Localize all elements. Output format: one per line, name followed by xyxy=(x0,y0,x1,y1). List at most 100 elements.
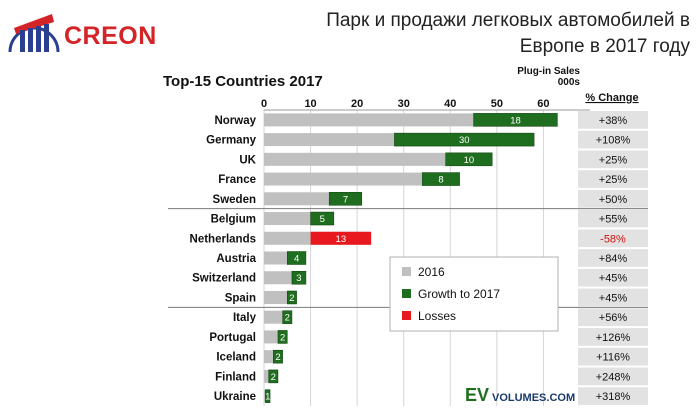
category-label: Iceland xyxy=(216,352,256,364)
bar-growth xyxy=(287,251,307,265)
category-label: Netherlands xyxy=(190,233,256,245)
pct-change-cell xyxy=(578,308,648,327)
bar-growth xyxy=(291,270,307,285)
pct-change-value: +45% xyxy=(599,273,628,285)
bar-growth xyxy=(268,369,279,384)
pct-change-value: +318% xyxy=(596,391,631,403)
pct-change-header: % Change xyxy=(585,92,638,104)
pct-change-cell xyxy=(578,189,648,208)
unit-label-line-1: Plug-in Sales xyxy=(517,66,580,77)
bar-growth-label: 3 xyxy=(296,273,301,284)
category-label: France xyxy=(218,174,256,186)
pct-change-cell xyxy=(578,111,648,129)
watermark-ev: EV xyxy=(465,385,489,405)
bar-2016 xyxy=(264,310,283,324)
bar-growth xyxy=(473,113,558,127)
pct-change-value: +56% xyxy=(599,312,628,324)
legend-box xyxy=(389,256,559,332)
headline-line-1: Парк и продажи легковых автомобилей в xyxy=(326,10,690,31)
legend-label: Losses xyxy=(418,309,456,323)
pct-change-value: +126% xyxy=(596,332,631,344)
pct-change-cell xyxy=(578,387,648,405)
pct-change-value: +25% xyxy=(599,174,628,186)
x-tick-label: 0 xyxy=(261,98,267,110)
bar-2016 xyxy=(264,290,288,304)
x-tick-label: 60 xyxy=(537,98,549,110)
x-tick-label: 10 xyxy=(304,98,316,110)
bar-growth-label: 8 xyxy=(438,175,443,186)
bar-2016 xyxy=(264,152,446,166)
pct-change-cell xyxy=(578,130,648,149)
legend-swatch xyxy=(402,311,411,320)
pct-change-cell xyxy=(578,367,648,386)
creon-logo: CREON xyxy=(6,8,176,56)
bar-growth xyxy=(273,349,283,364)
bar-growth-label: 5 xyxy=(320,214,325,225)
bar-2016 xyxy=(264,113,474,127)
category-label: Spain xyxy=(225,292,256,304)
bar-growth xyxy=(282,310,293,324)
pct-change-value: +108% xyxy=(596,135,631,147)
x-tick-label: 40 xyxy=(444,98,456,110)
watermark-rest: VOLUMES.COM xyxy=(492,392,575,404)
legend-swatch xyxy=(402,289,411,298)
bar-2016 xyxy=(264,133,395,147)
bar-growth-label: 7 xyxy=(343,194,348,205)
bar-2016 xyxy=(264,389,266,403)
bar-growth xyxy=(422,172,460,186)
bar-growth-label: 4 xyxy=(294,254,299,265)
bar-growth xyxy=(287,290,297,305)
bar-growth xyxy=(265,389,271,403)
category-label: Austria xyxy=(216,253,256,265)
bar-2016 xyxy=(264,369,269,383)
bar-2016 xyxy=(264,271,292,285)
category-label: Sweden xyxy=(213,194,256,206)
bar-growth-label: 1 xyxy=(265,392,270,403)
logo-text: CREON xyxy=(64,22,157,50)
category-label: Belgium xyxy=(211,214,256,226)
pct-change-value: +45% xyxy=(599,292,628,304)
bar-growth xyxy=(394,132,535,147)
creon-building-logo-icon xyxy=(8,14,60,53)
bar-2016 xyxy=(264,350,274,364)
category-label: UK xyxy=(239,154,256,166)
category-label: Italy xyxy=(233,312,257,324)
pct-change-value: +55% xyxy=(599,214,628,226)
pct-change-cell xyxy=(578,328,648,346)
pct-change-cell xyxy=(578,268,648,287)
bar-2016 xyxy=(264,251,288,265)
bar-growth-label: 2 xyxy=(289,293,294,304)
bar-2016 xyxy=(264,212,311,226)
bar-2016 xyxy=(264,330,278,344)
category-label: Norway xyxy=(214,115,256,127)
bar-growth-label: 10 xyxy=(464,155,475,166)
bar-growth xyxy=(310,211,335,226)
pct-change-cell xyxy=(578,229,648,248)
bar-loss-label: 13 xyxy=(336,234,347,245)
bar-growth-label: 18 xyxy=(510,115,521,126)
x-tick-label: 30 xyxy=(398,98,410,110)
pct-change-value: -58% xyxy=(600,233,626,245)
bar-growth-label: 2 xyxy=(285,313,290,324)
category-label: Finland xyxy=(215,371,256,383)
bar-2016 xyxy=(264,192,330,206)
bar-growth xyxy=(328,192,363,206)
bar-growth-label: 2 xyxy=(280,332,285,343)
category-label: Portugal xyxy=(209,332,256,344)
headline: Парк и продажи легковых автомобилей в Ев… xyxy=(250,8,690,60)
pct-change-cell xyxy=(578,288,648,307)
pct-change-value: +25% xyxy=(599,154,628,166)
chart-title: Top-15 Countries 2017 xyxy=(163,73,323,90)
headline-line-2: Европе в 2017 году xyxy=(519,36,690,57)
legend-swatch xyxy=(402,267,411,276)
pct-change-value: +116% xyxy=(596,352,630,364)
pct-change-cell xyxy=(578,347,648,366)
pct-change-value: +84% xyxy=(599,253,628,265)
unit-label-line-2: 000s xyxy=(558,77,581,88)
bar-growth-label: 2 xyxy=(271,372,276,383)
category-label: Switzerland xyxy=(192,273,256,285)
legend-label: Growth to 2017 xyxy=(418,287,500,301)
bar-loss xyxy=(310,231,372,245)
category-label: Germany xyxy=(206,135,256,147)
